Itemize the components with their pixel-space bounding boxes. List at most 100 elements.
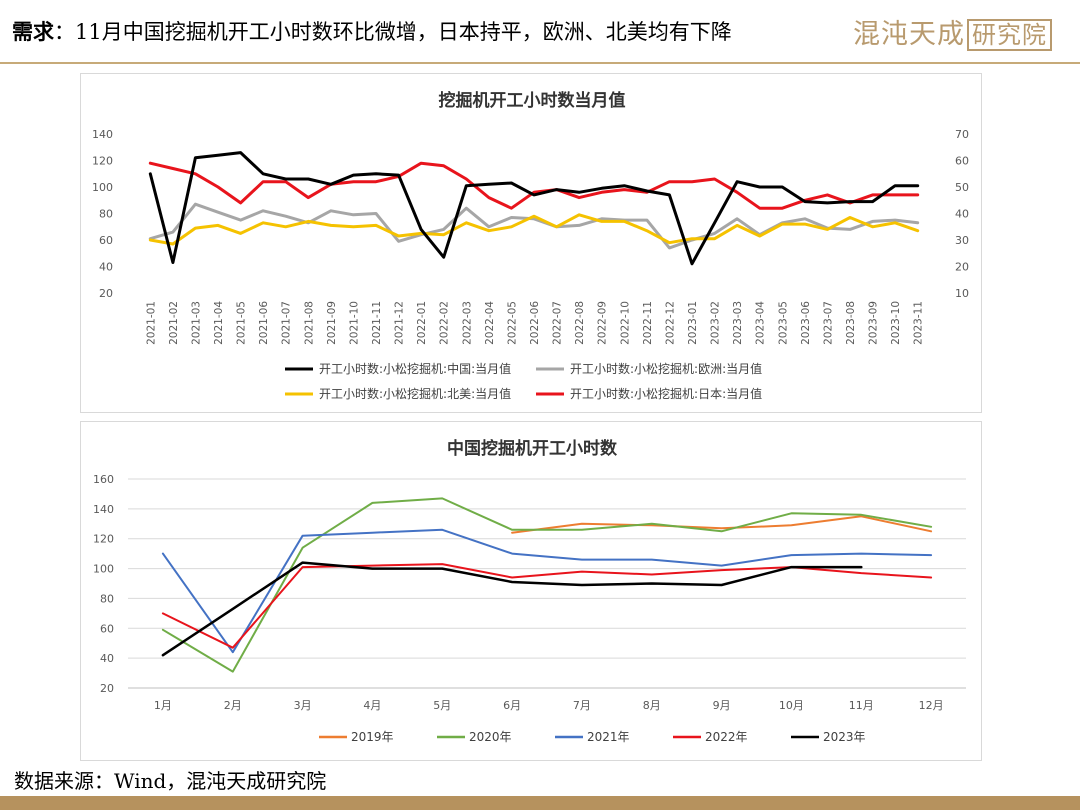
footer-bar [0,796,1080,810]
x-tick-label: 2021-09 [326,301,338,345]
y-left-tick-label: 20 [99,287,113,300]
x-tick-label: 2021-10 [348,301,360,345]
x-tick-label: 2023-05 [777,301,789,345]
legend-label: 2019年 [351,730,394,744]
chart-china-hours: 中国挖掘机开工小时数 20 40 60 80 100 120 140 160 1月 2月 3月 4月 5月… [93,438,966,744]
x-tick-label: 2021-04 [213,301,225,345]
x-tick-label: 2023-08 [845,301,857,345]
y-tick-label: 100 [93,563,114,576]
y-tick-label: 160 [93,473,114,486]
header-bar: 需求：11月中国挖掘机开工小时数环比微增，日本持平，欧洲、北美均有下降 混沌天成… [0,0,1080,64]
x-tick-label: 2021-02 [168,301,180,345]
chart-panel-china-hours: 中国挖掘机开工小时数 20 40 60 80 100 120 140 160 1月 2月 3月 4月 5月… [80,421,982,761]
y-left-tick-label: 40 [99,261,113,274]
x-tick-label: 2022-04 [484,301,496,345]
x-tick-label: 2023-07 [822,301,834,345]
x-tick-label: 2022-11 [642,301,654,345]
x-tick-label: 9月 [713,699,731,712]
x-tick-label: 2023-09 [868,301,880,345]
x-tick-label: 11月 [849,699,874,712]
legend-label: 开工小时数:小松挖掘机:北美:当月值 [319,386,511,401]
x-tick-label: 2021-01 [145,301,157,345]
x-tick-label: 2022-03 [461,301,473,345]
x-tick-label: 2022-12 [664,301,676,345]
legend-label: 2022年 [705,730,748,744]
x-tick-label: 2022-09 [597,301,609,345]
x-tick-label: 10月 [779,699,804,712]
chart-monthly-hours: 挖掘机开工小时数当月值 20 40 60 80 100 120 140 10 20 30 40 50 60… [92,90,969,401]
y-tick-label: 120 [93,533,114,546]
y-right-tick-label: 50 [955,181,969,194]
x-tick-label: 2022-08 [574,301,586,345]
x-tick-label: 7月 [573,699,591,712]
brand-box: 研究院 [967,19,1052,51]
x-tick-label: 3月 [294,699,312,712]
series-line [511,515,933,534]
x-tick-label: 2021-05 [236,301,248,345]
x-tick-label: 2023-11 [913,301,925,345]
y-left-tick-label: 60 [99,234,113,247]
y-right-tick-label: 70 [955,128,969,141]
x-tick-label: 2021-03 [190,301,202,345]
y-left-tick-label: 80 [99,208,113,221]
y-left-tick-label: 100 [92,181,113,194]
x-tick-label: 8月 [643,699,661,712]
y-left-tick-label: 120 [92,155,113,168]
x-tick-label: 1月 [154,699,172,712]
legend-label: 2023年 [823,730,866,744]
headline-label: 需求 [12,19,54,44]
series-line [161,497,933,673]
headline-text: ：11月中国挖掘机开工小时数环比微增，日本持平，欧洲、北美均有下降 [54,20,732,44]
y-tick-label: 20 [100,682,114,695]
x-tick-label: 2022-10 [619,301,631,345]
x-tick-label: 5月 [433,699,451,712]
x-tick-label: 2023-04 [755,301,767,345]
y-tick-label: 40 [100,652,114,665]
x-tick-label: 2023-03 [732,301,744,345]
x-tick-label: 2月 [224,699,242,712]
x-tick-label: 2023-06 [800,301,812,345]
legend-label: 2020年 [469,730,512,744]
y-right-tick-label: 60 [955,155,969,168]
y-right-tick-label: 30 [955,234,969,247]
x-tick-label: 2023-02 [710,301,722,345]
y-right-tick-label: 20 [955,261,969,274]
legend-label: 2021年 [587,730,630,744]
x-tick-label: 2023-01 [687,301,699,345]
y-tick-label: 60 [100,622,114,635]
legend-label: 开工小时数:小松挖掘机:中国:当月值 [319,361,511,376]
x-tick-label: 2021-11 [371,301,383,345]
x-tick-label: 4月 [363,699,381,712]
chart-title: 挖掘机开工小时数当月值 [439,90,626,111]
y-tick-label: 80 [100,592,114,605]
x-tick-label: 2022-01 [416,301,428,345]
legend-label: 开工小时数:小松挖掘机:欧洲:当月值 [570,361,762,376]
series-line [148,202,920,250]
y-right-tick-label: 10 [955,287,969,300]
headline: 需求：11月中国挖掘机开工小时数环比微增，日本持平，欧洲、北美均有下降 [12,16,732,46]
series-line [161,561,863,657]
y-tick-label: 140 [93,503,114,516]
chart-title: 中国挖掘机开工小时数 [447,438,618,459]
x-tick-label: 12月 [919,699,944,712]
x-tick-label: 2021-08 [303,301,315,345]
header-divider [0,62,1080,64]
legend-label: 开工小时数:小松挖掘机:日本:当月值 [570,386,762,401]
y-right-tick-label: 40 [955,208,969,221]
series-line [148,151,920,266]
x-tick-label: 2022-05 [506,301,518,345]
x-tick-label: 2021-06 [258,301,270,345]
x-tick-label: 6月 [503,699,521,712]
x-tick-label: 2023-10 [890,301,902,345]
y-left-tick-label: 140 [92,128,113,141]
x-tick-label: 2022-06 [529,301,541,345]
series-line [148,213,920,246]
x-tick-label: 2022-07 [552,301,564,345]
x-tick-label: 2021-12 [394,301,406,345]
series-line [161,528,933,654]
x-tick-label: 2022-02 [439,301,451,345]
brand-logo: 混沌天成 研究院 [853,12,1052,51]
series-line [148,161,920,210]
brand-name: 混沌天成 [853,19,965,50]
chart-panel-monthly-hours: 挖掘机开工小时数当月值 20 40 60 80 100 120 140 10 20 30 40 50 60… [80,73,982,413]
